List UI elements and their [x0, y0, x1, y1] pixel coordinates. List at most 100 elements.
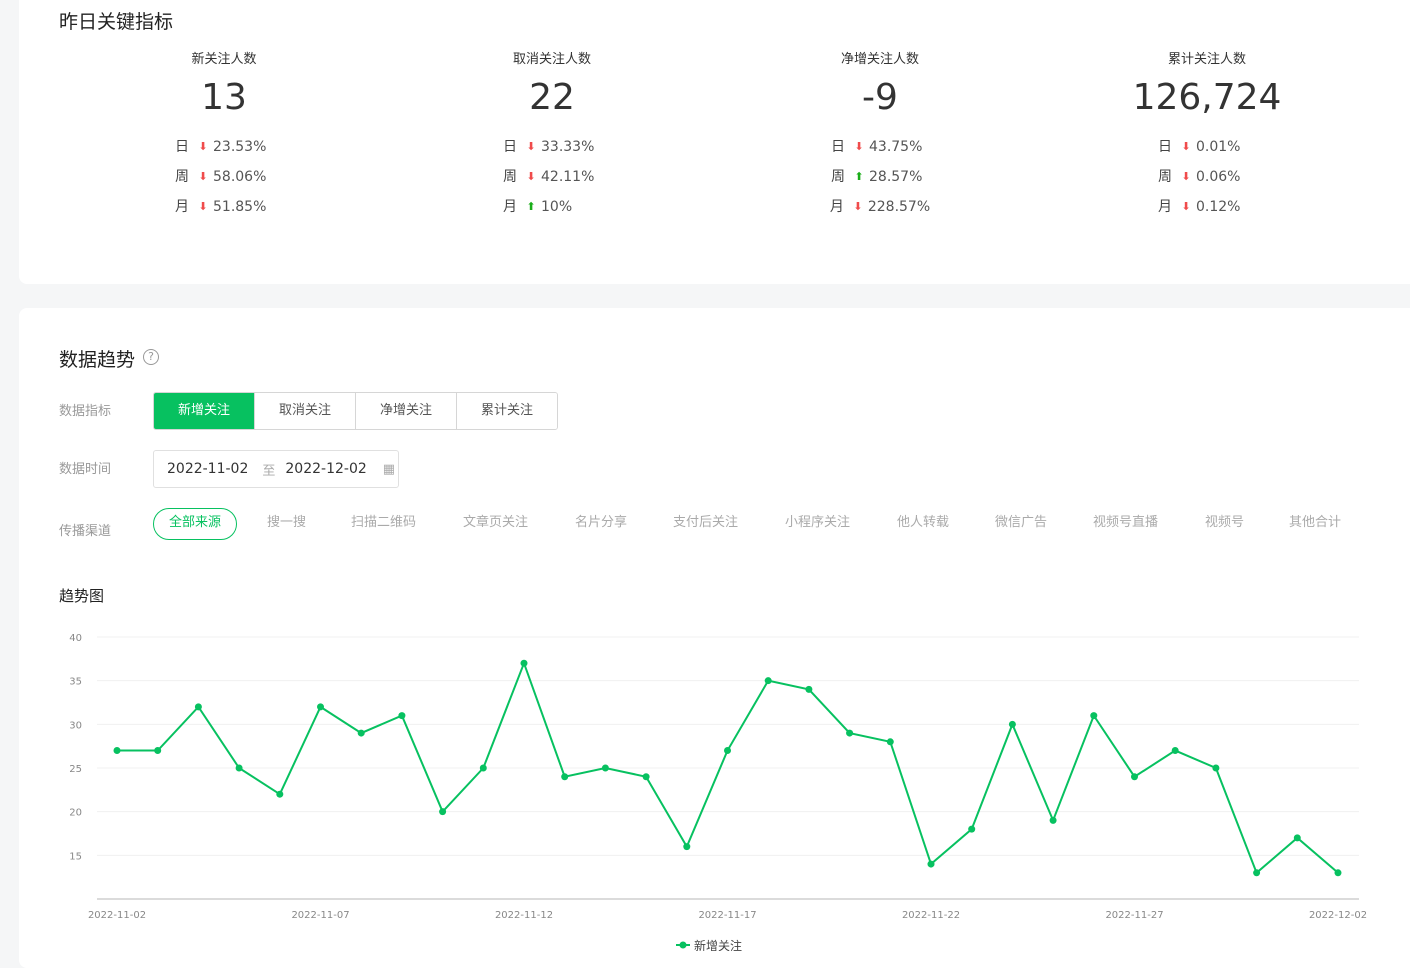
change-percent: 0.01% [1196, 139, 1241, 155]
data-point [154, 747, 162, 755]
channel-filter[interactable]: 文章页关注 [463, 515, 529, 530]
period-label: 日 [175, 139, 189, 155]
kpi-value: -9 [862, 77, 898, 118]
data-point [1049, 816, 1057, 824]
kpi-1: 新关注人数 13 日 ⬇ 23.53% 周 ⬇ 58.06% 月 ⬇ 51.85% [74, 50, 374, 222]
data-point [1253, 869, 1261, 877]
data-point [113, 747, 121, 755]
channel-filter[interactable]: 微信广告 [995, 515, 1048, 530]
help-icon[interactable]: ? [143, 349, 159, 365]
date-separator: 至 [262, 463, 276, 479]
y-tick-label: 20 [69, 808, 82, 819]
kpi-2: 取消关注人数 22 日 ⬇ 33.33% 周 ⬇ 42.11% 月 ⬆ 10% [402, 50, 702, 222]
y-tick-label: 25 [69, 764, 82, 775]
kpi-value: 22 [529, 77, 575, 118]
channel-filter[interactable]: 其他合计 [1289, 515, 1342, 530]
arrow-down-icon: ⬇ [198, 200, 208, 213]
metric-tab[interactable]: 净增关注 [356, 393, 457, 429]
channel-filter[interactable]: 视频号直播 [1093, 515, 1159, 530]
change-percent: 0.12% [1196, 199, 1241, 215]
kpi-change-row: 周 ⬇ 42.11% [402, 162, 702, 192]
data-point [1212, 764, 1220, 772]
arrow-down-icon: ⬇ [1181, 140, 1191, 153]
channel-filter[interactable]: 支付后关注 [673, 515, 739, 530]
kpi-change-row: 月 ⬆ 10% [402, 192, 702, 222]
x-tick-label: 2022-11-17 [698, 910, 756, 921]
arrow-up-icon: ⬆ [526, 200, 536, 213]
channel-filter[interactable]: 小程序关注 [785, 515, 851, 530]
kpi-card: 昨日关键指标 新关注人数 13 日 ⬇ 23.53% 周 ⬇ 58.06% 月 ⬇ 51.85% 取消… [19, 0, 1410, 284]
kpi-change-row: 月 ⬇ 0.12% [1057, 192, 1357, 222]
channel-filter[interactable]: 全部来源 [153, 508, 238, 540]
change-percent: 42.11% [541, 169, 595, 185]
channel-filter[interactable]: 扫描二维码 [351, 515, 417, 530]
metric-tab[interactable]: 新增关注 [154, 393, 255, 429]
change-percent: 58.06% [213, 169, 267, 185]
kpi-value: 13 [201, 77, 247, 118]
channel-filter[interactable]: 搜一搜 [267, 515, 307, 530]
trend-card: 数据趋势 ? 数据指标 新增关注 取消关注 净增关注 累计关注 数据时间 2022-1… [19, 308, 1410, 968]
period-label: 月 [175, 199, 189, 215]
kpi-3: 净增关注人数 -9 日 ⬇ 43.75% 周 ⬆ 28.57% 月 ⬇ 228.57% [730, 50, 1030, 222]
channel-label: 传播渠道 [59, 524, 112, 539]
y-tick-label: 40 [69, 633, 82, 644]
time-label: 数据时间 [59, 462, 112, 477]
x-tick-label: 2022-11-22 [902, 910, 960, 921]
arrow-down-icon: ⬇ [1181, 200, 1191, 213]
change-percent: 0.06% [1196, 169, 1241, 185]
period-label: 周 [831, 169, 845, 185]
data-point [317, 703, 324, 711]
kpi-section-title: 昨日关键指标 [59, 11, 174, 33]
data-point [357, 729, 365, 737]
kpi-change-row: 周 ⬇ 0.06% [1057, 162, 1357, 192]
x-tick-label: 2022-11-27 [1105, 910, 1163, 921]
date-end[interactable]: 2022-12-02 [285, 461, 367, 477]
data-point [520, 659, 528, 667]
channel-filter[interactable]: 他人转载 [897, 515, 950, 530]
data-point [439, 808, 447, 816]
data-point [276, 790, 284, 798]
data-point [1090, 712, 1098, 720]
period-label: 日 [831, 139, 845, 155]
chart-title: 趋势图 [59, 587, 105, 605]
kpi-change-row: 日 ⬇ 33.33% [402, 132, 702, 162]
period-label: 月 [1158, 199, 1172, 215]
period-label: 周 [175, 169, 189, 185]
kpi-value: 126,724 [1132, 77, 1282, 118]
change-percent: 23.53% [213, 139, 267, 155]
channel-filter[interactable]: 视频号 [1205, 515, 1245, 530]
kpi-label: 取消关注人数 [512, 52, 591, 67]
data-point [1334, 869, 1342, 877]
data-point [194, 703, 202, 711]
arrow-down-icon: ⬇ [198, 140, 208, 153]
arrow-down-icon: ⬇ [526, 170, 536, 183]
change-percent: 51.85% [213, 199, 267, 215]
data-point [1171, 747, 1179, 755]
metric-segmented-control: 新增关注 取消关注 净增关注 累计关注 [153, 392, 558, 430]
calendar-icon[interactable]: ▦ [382, 461, 396, 477]
change-percent: 228.57% [867, 199, 931, 215]
data-point [561, 773, 569, 781]
kpi-label: 净增关注人数 [840, 52, 919, 67]
channel-filter[interactable]: 名片分享 [575, 515, 628, 530]
data-point [398, 712, 406, 720]
data-point [601, 764, 609, 772]
kpi-label: 累计关注人数 [1167, 52, 1246, 67]
data-point [886, 738, 894, 746]
change-percent: 28.57% [869, 169, 923, 185]
metric-label: 数据指标 [59, 404, 112, 419]
x-tick-label: 2022-11-12 [495, 910, 553, 921]
kpi-change-row: 月 ⬇ 51.85% [74, 192, 374, 222]
kpi-change-row: 日 ⬇ 23.53% [74, 132, 374, 162]
data-point [1293, 834, 1301, 842]
kpi-change-row: 日 ⬇ 43.75% [730, 132, 1030, 162]
arrow-down-icon: ⬇ [853, 200, 863, 213]
date-start[interactable]: 2022-11-02 [167, 461, 249, 477]
arrow-down-icon: ⬇ [198, 170, 208, 183]
date-range-picker[interactable]: 2022-11-02 至 2022-12-02 ▦ [153, 450, 399, 488]
metric-tab[interactable]: 累计关注 [457, 393, 557, 429]
arrow-down-icon: ⬇ [1181, 170, 1191, 183]
period-label: 周 [503, 169, 517, 185]
metric-tab[interactable]: 取消关注 [255, 393, 356, 429]
